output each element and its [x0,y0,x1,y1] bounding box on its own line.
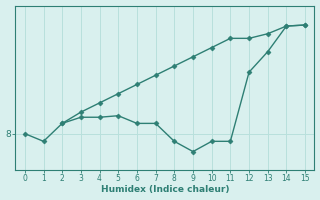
X-axis label: Humidex (Indice chaleur): Humidex (Indice chaleur) [101,185,229,194]
